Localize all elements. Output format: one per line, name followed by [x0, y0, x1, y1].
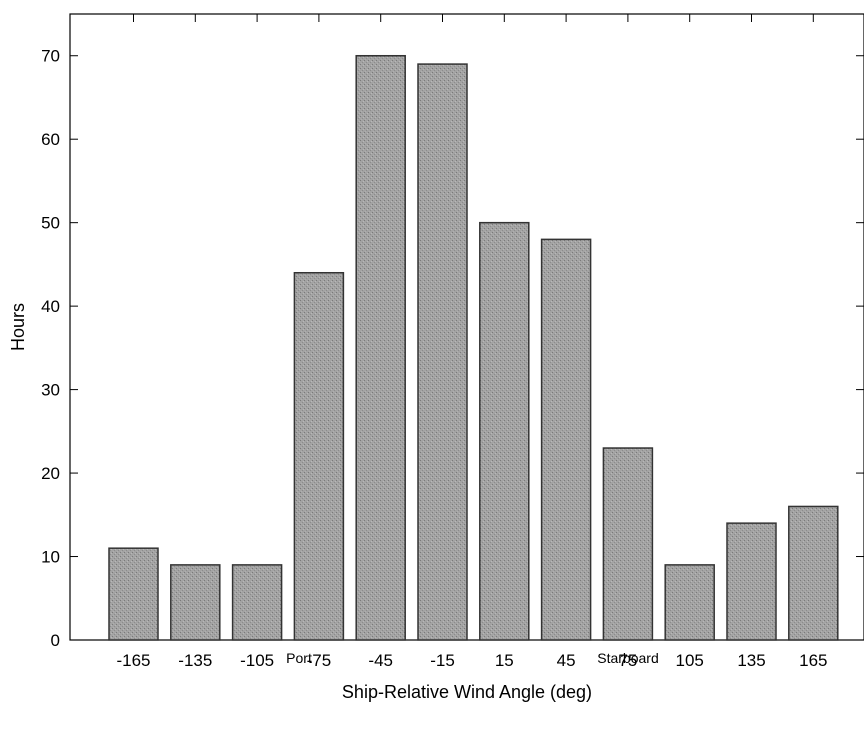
bar: [417, 63, 468, 641]
y-axis: 0 10 20 30 40 50 60 70: [41, 47, 864, 650]
x-tick-label: -45: [368, 651, 393, 670]
x-tick-label: 105: [676, 651, 704, 670]
bar: [726, 522, 777, 641]
x-tick-label: 165: [799, 651, 827, 670]
x-tick-label: 45: [557, 651, 576, 670]
y-tick-label: 0: [51, 631, 60, 650]
x-tick-label: 75: [618, 651, 637, 670]
bar: [788, 505, 839, 641]
x-tick-label: -15: [430, 651, 455, 670]
y-axis-title: Hours: [8, 303, 28, 351]
bar: [170, 564, 221, 641]
x-axis-title: Ship-Relative Wind Angle (deg): [342, 682, 592, 702]
starboard-label: Starboard: [597, 650, 658, 666]
x-tick-label: 15: [495, 651, 514, 670]
y-tick-label: 20: [41, 464, 60, 483]
bar: [664, 564, 715, 641]
x-tick-label: 135: [737, 651, 765, 670]
bar: [108, 547, 159, 641]
x-axis: -165 -135 -105 -75 -45 -15 15 45 75 105 135 165: [116, 14, 827, 670]
y-tick-label: 40: [41, 297, 60, 316]
y-tick-label: 60: [41, 130, 60, 149]
x-tick-label: -165: [116, 651, 150, 670]
x-tick-label: -105: [240, 651, 274, 670]
y-tick-label: 10: [41, 548, 60, 567]
y-tick-label: 70: [41, 47, 60, 66]
bar: [231, 564, 283, 641]
port-label: Port: [286, 650, 312, 666]
y-tick-label: 50: [41, 214, 60, 233]
x-tick-label: -75: [307, 651, 332, 670]
bar: [602, 447, 654, 641]
x-tick-label: -135: [178, 651, 212, 670]
y-tick-label: 30: [41, 381, 60, 400]
bar: [293, 271, 345, 641]
bar: [355, 54, 406, 641]
bar: [540, 238, 592, 641]
bar: [479, 221, 530, 641]
bars-group: [108, 54, 839, 641]
